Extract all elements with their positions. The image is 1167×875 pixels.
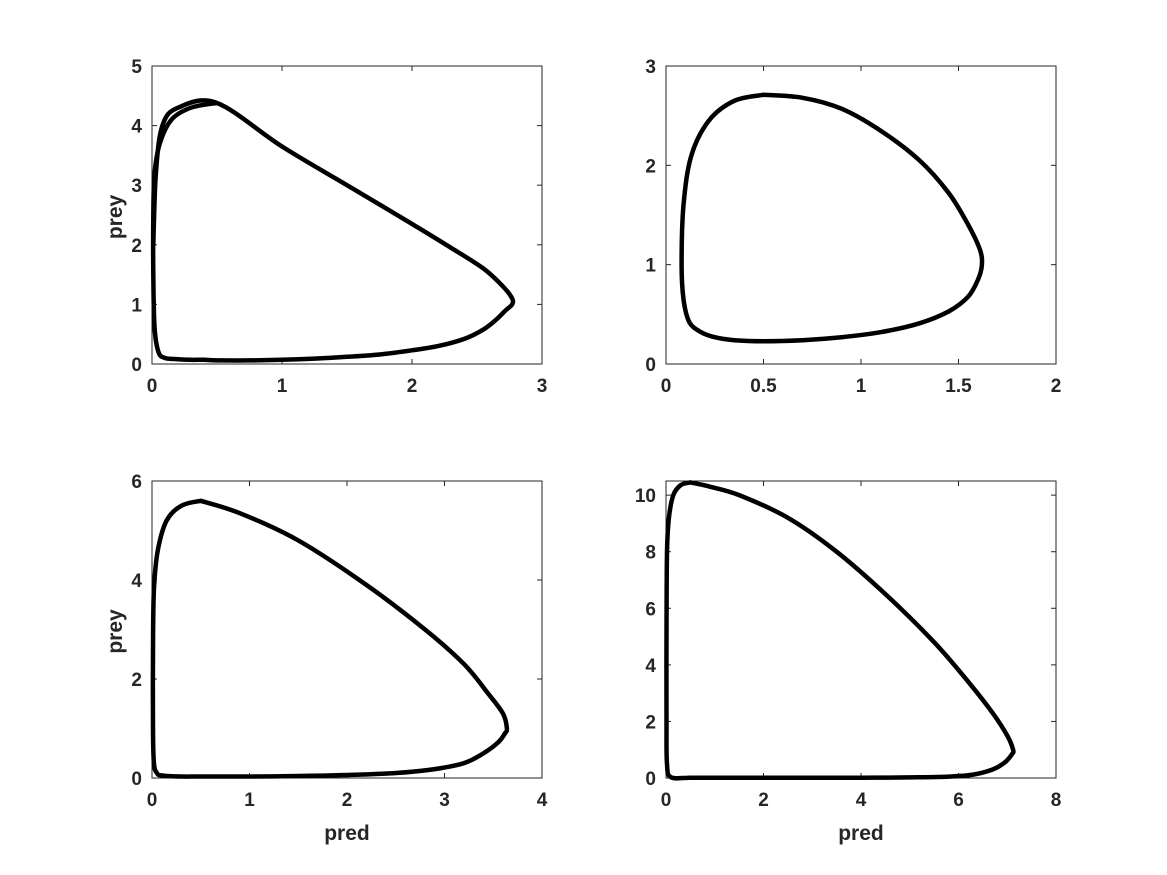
x-tick-label: 6	[953, 790, 964, 811]
y-tick-label: 3	[645, 57, 656, 78]
y-axis-label: prey	[104, 609, 127, 654]
subplot-bottom-left: 0 1 2 3 4 0 2 4 6 pred prey	[104, 472, 548, 845]
y-tick-label: 0	[645, 355, 656, 376]
x-tick-label: 3	[439, 790, 450, 811]
axes-box	[665, 480, 1057, 779]
x-axis-label: pred	[324, 822, 370, 845]
y-tick-label: 2	[645, 712, 656, 733]
y-axis-label: prey	[104, 195, 127, 240]
x-tick-label: 2	[407, 376, 418, 397]
y-tick-label: 0	[131, 769, 142, 790]
y-tick-label: 1	[131, 295, 142, 316]
x-axis-label: pred	[838, 822, 884, 845]
y-tick-label: 2	[645, 156, 656, 177]
x-tick-label: 0	[147, 790, 158, 811]
x-tick-label: 1	[244, 790, 255, 811]
x-tick-label: 1.5	[945, 376, 972, 397]
y-tick-label: 4	[131, 571, 142, 592]
x-tick-label: 1	[277, 376, 288, 397]
y-tick-label: 8	[645, 543, 656, 564]
y-tick-label: 0	[131, 355, 142, 376]
y-tick-label: 0	[645, 769, 656, 790]
y-tick-label: 6	[131, 472, 142, 493]
x-tick-label: 3	[537, 376, 548, 397]
subplot-bottom-right: 0 2 4 6 8 0 2 4 6 8 10 pred	[635, 480, 1062, 845]
y-tick-label: 2	[131, 236, 142, 257]
x-tick-label: 2	[1051, 376, 1062, 397]
axes-box	[665, 65, 1057, 365]
series-line	[679, 92, 985, 344]
series-line	[150, 98, 516, 363]
y-tick-label: 4	[131, 117, 142, 138]
series-line	[150, 498, 510, 779]
y-tick-label: 3	[131, 176, 142, 197]
y-tick-label: 1	[645, 256, 656, 277]
subplot-top-left: 0 1 2 3 0 1 2 3 4 5 prey	[104, 57, 547, 397]
x-tick-label: 0	[661, 376, 672, 397]
subplot-top-right: 0 0.5 1 1.5 2 0 1 2 3	[645, 57, 1061, 397]
axes-box	[151, 65, 543, 365]
x-tick-label: 8	[1051, 790, 1062, 811]
y-tick-label: 10	[635, 486, 656, 507]
x-tick-label: 0.5	[750, 376, 777, 397]
x-tick-label: 2	[342, 790, 353, 811]
y-tick-label: 6	[645, 599, 656, 620]
x-tick-label: 2	[758, 790, 769, 811]
y-tick-label: 4	[645, 656, 656, 677]
y-tick-label: 5	[131, 57, 142, 78]
series-line	[664, 480, 1016, 781]
x-tick-label: 1	[856, 376, 867, 397]
x-tick-label: 0	[661, 790, 672, 811]
axes-box	[151, 480, 543, 779]
y-tick-label: 2	[131, 670, 142, 691]
x-tick-label: 0	[147, 376, 158, 397]
x-tick-label: 4	[856, 790, 867, 811]
x-tick-label: 4	[537, 790, 548, 811]
